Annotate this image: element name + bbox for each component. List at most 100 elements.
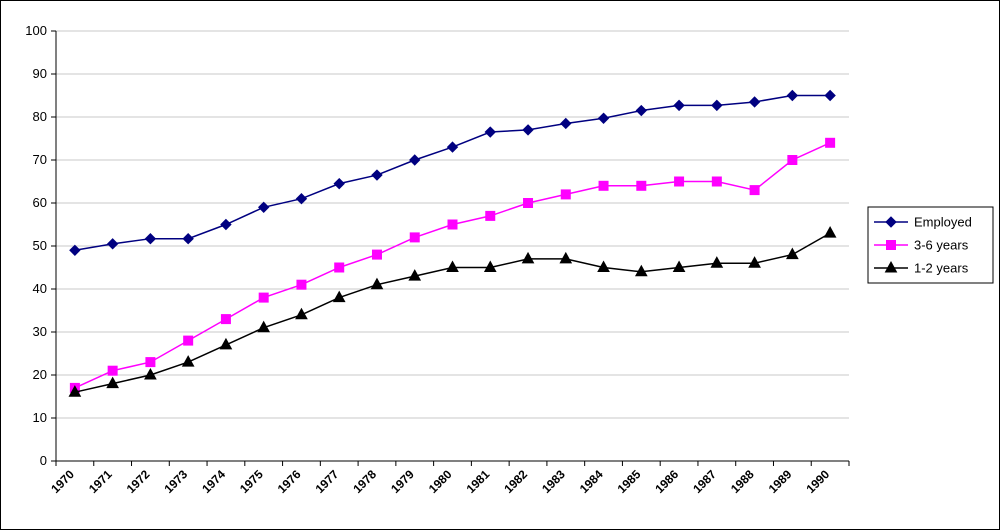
data-point-3-6-years bbox=[598, 180, 609, 191]
data-point-employed bbox=[409, 154, 421, 166]
data-point-1-2-years bbox=[68, 385, 82, 397]
data-point-employed bbox=[144, 232, 157, 245]
x-tick-label: 1978 bbox=[350, 467, 379, 496]
data-point-employed bbox=[484, 126, 496, 138]
data-point-1-2-years bbox=[144, 367, 157, 380]
data-point-employed bbox=[371, 169, 383, 181]
data-point-3-6-years bbox=[258, 292, 269, 303]
data-point-1-2-years bbox=[181, 355, 195, 367]
data-point-3-6-years bbox=[787, 155, 798, 165]
data-point-3-6-years bbox=[220, 314, 231, 325]
y-tick-label: 20 bbox=[33, 367, 47, 382]
data-point-employed bbox=[522, 124, 534, 136]
data-point-employed bbox=[69, 244, 81, 257]
data-point-1-2-years bbox=[710, 256, 724, 268]
x-tick-label: 1984 bbox=[577, 467, 606, 496]
data-point-1-2-years bbox=[748, 256, 761, 268]
legend-entry-1-2-years: 1-2 years bbox=[874, 261, 969, 276]
data-point-employed bbox=[446, 141, 459, 153]
data-point-employed bbox=[220, 218, 232, 231]
x-tick-label: 1983 bbox=[539, 467, 568, 496]
data-point-employed bbox=[748, 96, 761, 108]
data-point-employed bbox=[295, 192, 308, 205]
data-point-3-6-years bbox=[296, 279, 307, 290]
y-axis-ticks: 0 10 20 30 40 50 60 70 80 90 100 bbox=[25, 23, 56, 468]
data-point-1-2-years bbox=[597, 260, 610, 272]
x-tick-label: 1970 bbox=[48, 467, 77, 496]
data-point-employed bbox=[106, 238, 119, 250]
data-point-3-6-years bbox=[145, 357, 156, 368]
x-axis-ticks: 1970 1971 1972 1973 1974 1975 1976 1977 1978 1979… bbox=[48, 461, 850, 496]
data-point-3-6-years bbox=[334, 262, 345, 273]
legend-label: 1-2 years bbox=[914, 261, 969, 276]
series-employed bbox=[69, 89, 836, 257]
x-tick-label: 1972 bbox=[124, 467, 153, 496]
legend-marker bbox=[886, 240, 896, 250]
data-point-3-6-years bbox=[371, 249, 382, 260]
data-point-3-6-years bbox=[711, 176, 722, 187]
data-point-employed bbox=[635, 104, 648, 117]
x-tick-label: 1985 bbox=[615, 467, 644, 496]
y-tick-label: 100 bbox=[25, 23, 47, 38]
data-point-1-2-years bbox=[672, 260, 686, 272]
data-point-employed bbox=[333, 177, 345, 190]
data-point-1-2-years bbox=[408, 269, 422, 281]
y-tick-label: 60 bbox=[33, 195, 47, 210]
data-point-employed bbox=[257, 201, 270, 214]
data-point-3-6-years bbox=[409, 232, 420, 243]
data-point-3-6-years bbox=[485, 210, 496, 221]
legend-entry-3-6-years: 3-6 years bbox=[874, 238, 969, 253]
x-tick-label: 1979 bbox=[388, 467, 417, 496]
data-point-3-6-years bbox=[183, 335, 194, 346]
y-tick-label: 0 bbox=[40, 453, 47, 468]
x-tick-label: 1976 bbox=[275, 467, 304, 496]
x-tick-label: 1977 bbox=[313, 467, 342, 496]
data-point-1-2-years bbox=[106, 376, 119, 389]
data-point-employed bbox=[560, 117, 572, 130]
gridlines bbox=[56, 30, 849, 419]
series-3-6-years bbox=[69, 137, 836, 393]
legend-marker bbox=[884, 260, 898, 273]
data-point-1-2-years bbox=[446, 260, 459, 272]
y-tick-label: 40 bbox=[33, 281, 47, 296]
data-point-1-2-years bbox=[219, 337, 233, 350]
data-point-employed bbox=[182, 232, 194, 245]
data-point-employed bbox=[711, 99, 723, 112]
x-tick-label: 1986 bbox=[652, 467, 681, 496]
legend-label: Employed bbox=[914, 215, 972, 230]
data-point-1-2-years bbox=[483, 260, 497, 272]
series-layer bbox=[68, 89, 837, 397]
data-point-employed bbox=[824, 89, 836, 102]
data-point-1-2-years bbox=[634, 264, 648, 277]
data-point-3-6-years bbox=[825, 137, 836, 148]
data-point-3-6-years bbox=[560, 189, 571, 200]
data-point-3-6-years bbox=[674, 176, 685, 187]
x-tick-label: 1987 bbox=[690, 467, 719, 496]
x-tick-label: 1973 bbox=[162, 467, 191, 496]
data-point-1-2-years bbox=[295, 307, 308, 320]
y-tick-label: 30 bbox=[33, 324, 47, 339]
data-point-1-2-years bbox=[257, 320, 271, 333]
y-tick-label: 10 bbox=[33, 410, 47, 425]
x-tick-label: 1980 bbox=[426, 467, 455, 496]
y-tick-label: 70 bbox=[33, 152, 47, 167]
data-point-1-2-years bbox=[823, 226, 837, 238]
legend-label: 3-6 years bbox=[914, 238, 969, 253]
data-point-1-2-years bbox=[370, 277, 384, 290]
data-point-1-2-years bbox=[786, 247, 799, 260]
data-point-1-2-years bbox=[559, 251, 573, 264]
x-tick-label: 1975 bbox=[237, 467, 266, 496]
legend-entry-employed: Employed bbox=[874, 215, 972, 230]
data-point-3-6-years bbox=[447, 219, 458, 230]
data-point-3-6-years bbox=[107, 365, 118, 376]
legend-marker bbox=[885, 216, 897, 228]
x-tick-label: 1974 bbox=[199, 467, 228, 496]
x-tick-label: 1990 bbox=[803, 467, 832, 496]
data-point-employed bbox=[597, 112, 610, 124]
y-tick-label: 50 bbox=[33, 238, 47, 253]
legend: Employed 3-6 years 1-2 years bbox=[867, 206, 994, 284]
y-tick-label: 90 bbox=[33, 66, 47, 81]
data-point-1-2-years bbox=[332, 290, 346, 303]
